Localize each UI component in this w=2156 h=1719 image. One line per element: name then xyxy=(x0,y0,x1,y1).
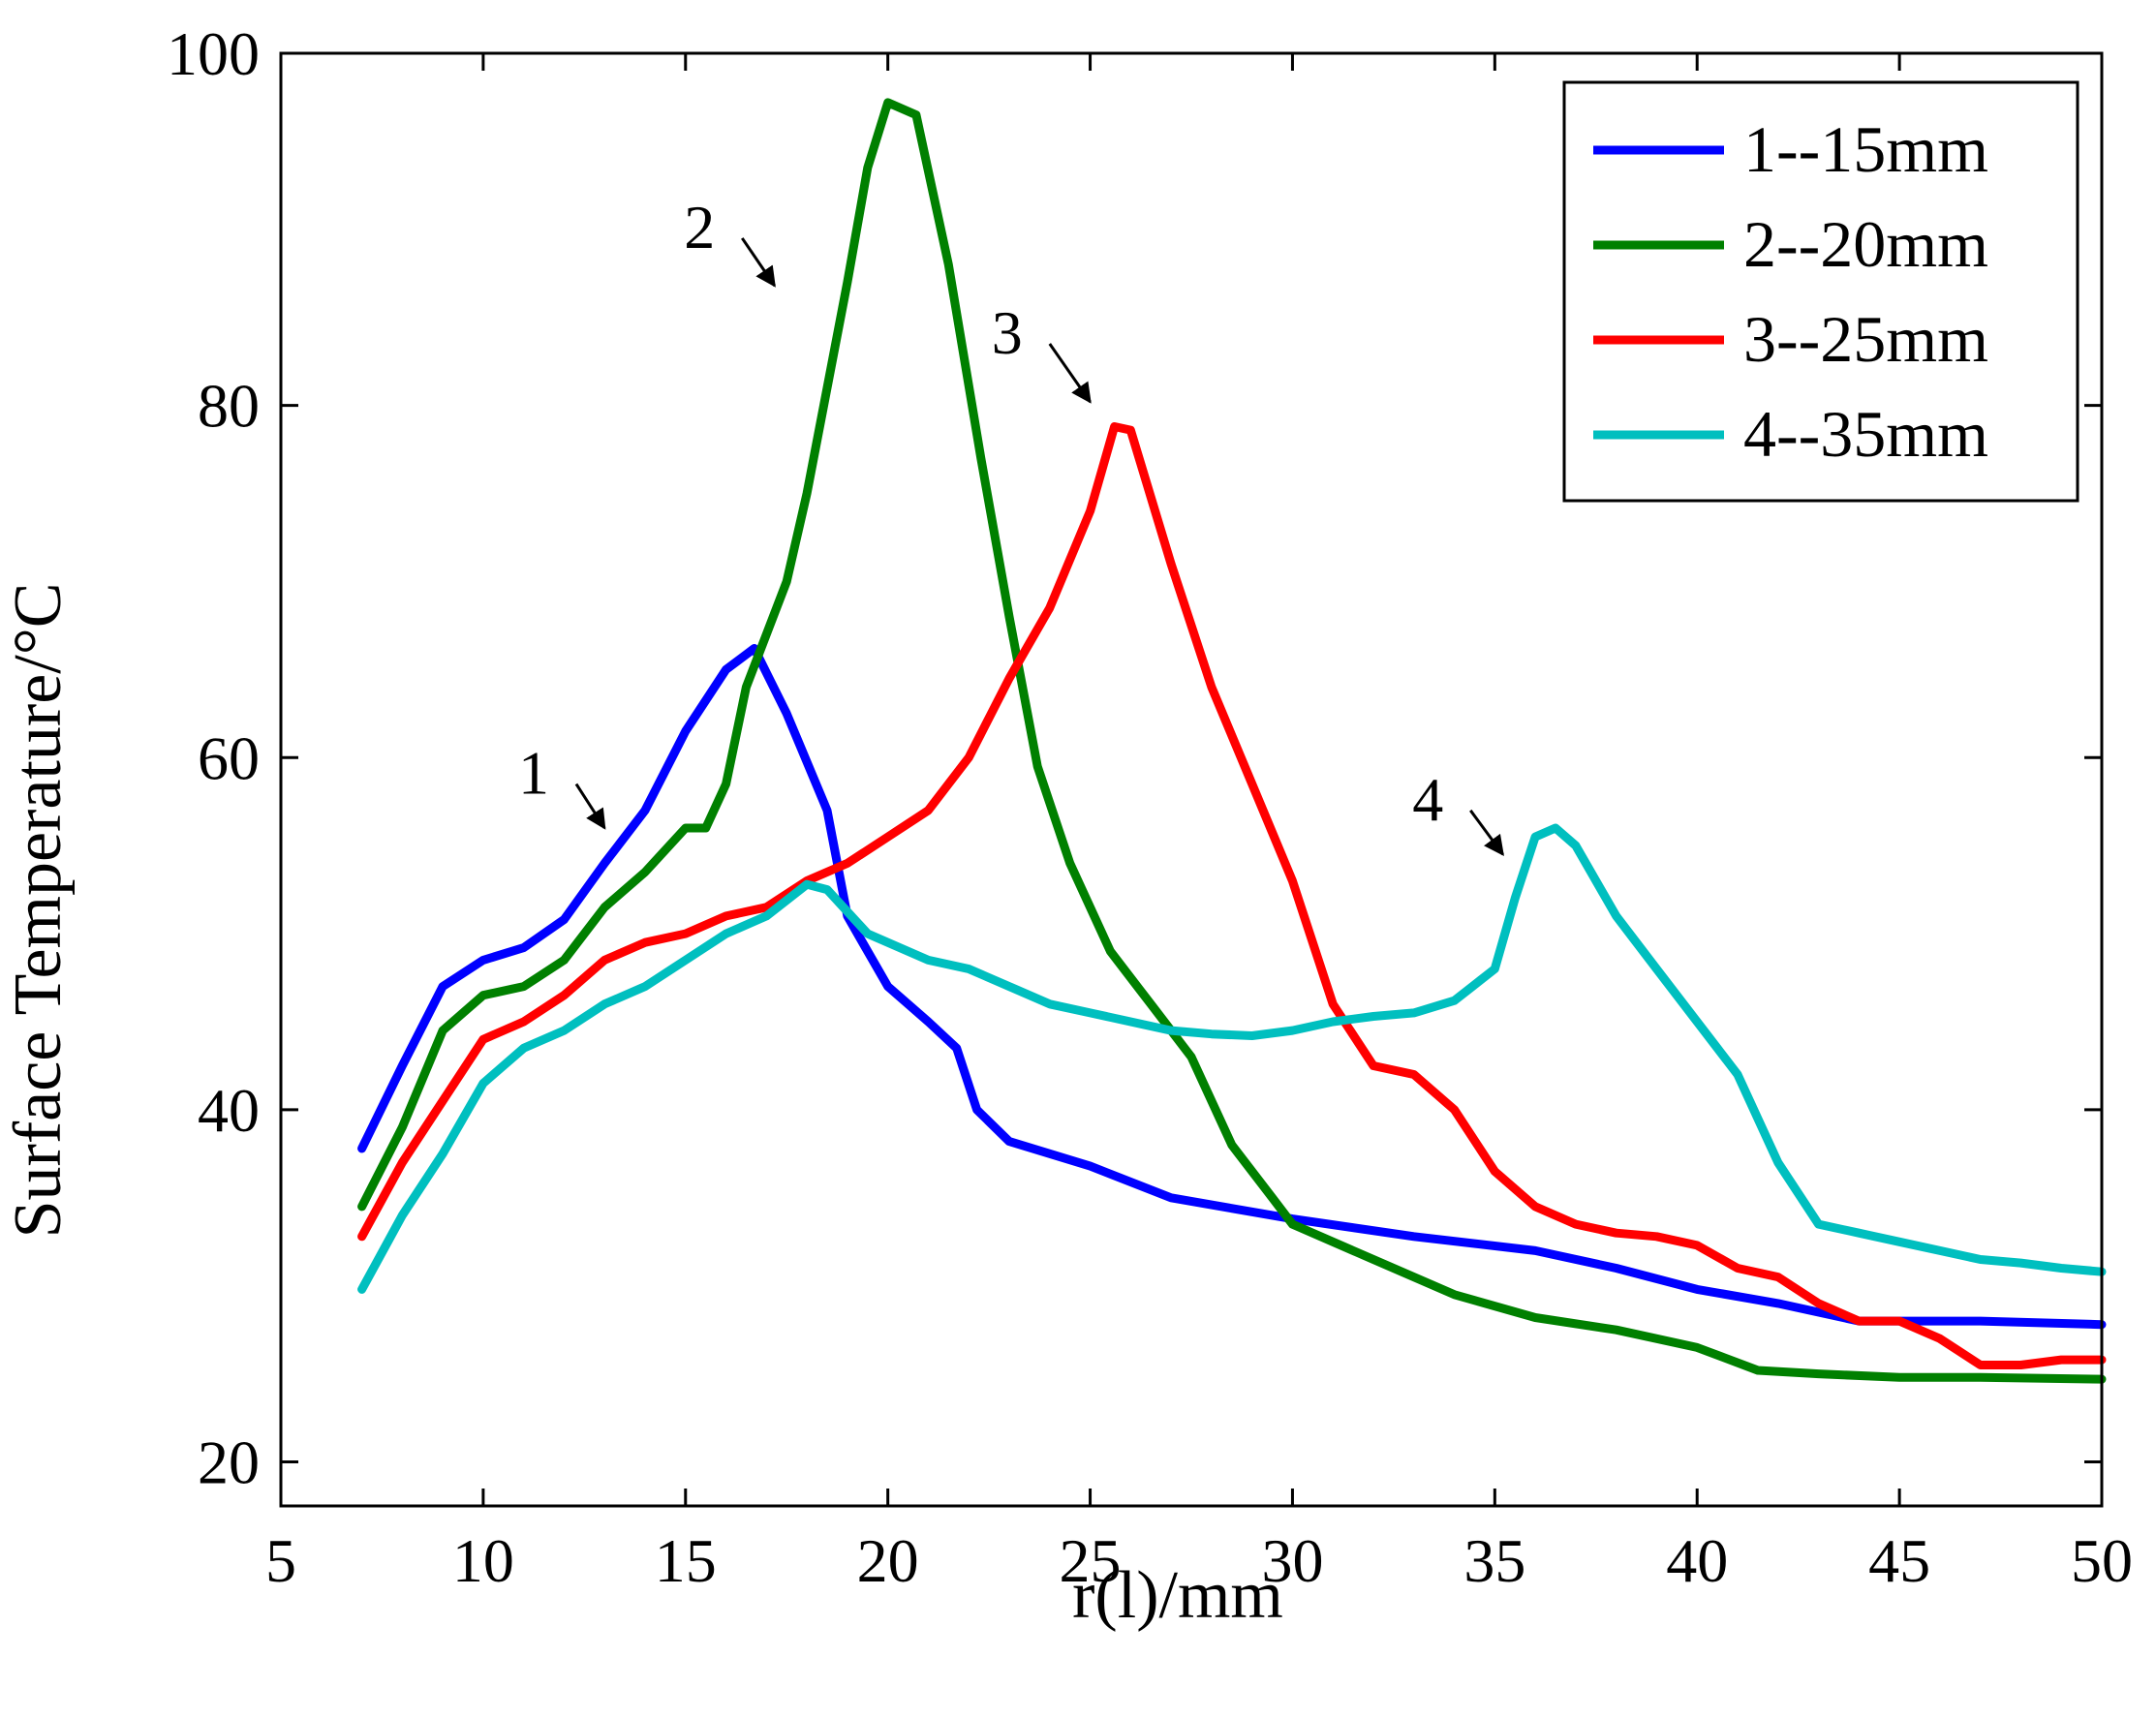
y-tick-label: 20 xyxy=(198,1428,260,1497)
axes-layer: 5 10 15 20 25 30 35 40 45 50 20 40 60 80 100 xyxy=(167,19,2133,1595)
annotation-arrow xyxy=(1048,343,1092,404)
x-axis-label: r(l)/mm xyxy=(1072,1558,1283,1633)
legend: 1--15mm 2--20mm 3--25mm 4--35mm xyxy=(1562,80,2079,503)
axes-frame xyxy=(279,51,2104,1508)
legend-label-3: 3--25mm xyxy=(1743,302,1988,376)
annotation-arrow xyxy=(1469,809,1504,856)
legend-label-2: 2--20mm xyxy=(1743,207,1988,281)
x-tick-label: 30 xyxy=(1261,1526,1323,1595)
x-tick-label: 50 xyxy=(2071,1526,2133,1595)
x-tick-label: 20 xyxy=(857,1526,919,1595)
annotation-arrow xyxy=(741,237,776,288)
annotations: 1 2 3 4 xyxy=(518,193,1504,856)
series-line-3 xyxy=(357,422,2107,1369)
series-line-4 xyxy=(357,823,2107,1294)
x-tick-label: 15 xyxy=(655,1526,717,1595)
y-tick-label: 40 xyxy=(198,1076,260,1145)
x-tick-label: 45 xyxy=(1868,1526,1930,1595)
x-tick-label: 40 xyxy=(1666,1526,1728,1595)
x-tick-label: 25 xyxy=(1060,1526,1122,1595)
x-tick-label: 5 xyxy=(265,1526,296,1595)
x-tick-label: 10 xyxy=(452,1526,514,1595)
series-line-2 xyxy=(357,98,2107,1384)
legend-label-4: 4--35mm xyxy=(1743,397,1988,471)
y-tick-label: 100 xyxy=(167,19,260,88)
annotation-label: 1 xyxy=(518,739,549,808)
y-tick-label: 60 xyxy=(198,723,260,792)
annotation-arrow xyxy=(574,783,606,830)
annotation-label: 4 xyxy=(1412,765,1443,834)
series-line-1 xyxy=(357,644,2107,1330)
series-layer xyxy=(357,98,2107,1384)
x-tick-label: 35 xyxy=(1463,1526,1525,1595)
legend-label-1: 1--15mm xyxy=(1743,112,1988,186)
y-tick-label: 80 xyxy=(198,372,260,441)
y-axis-label: Surface Temperature/°C xyxy=(1,583,76,1239)
annotation-label: 3 xyxy=(992,298,1023,367)
annotation-label: 2 xyxy=(684,193,715,261)
